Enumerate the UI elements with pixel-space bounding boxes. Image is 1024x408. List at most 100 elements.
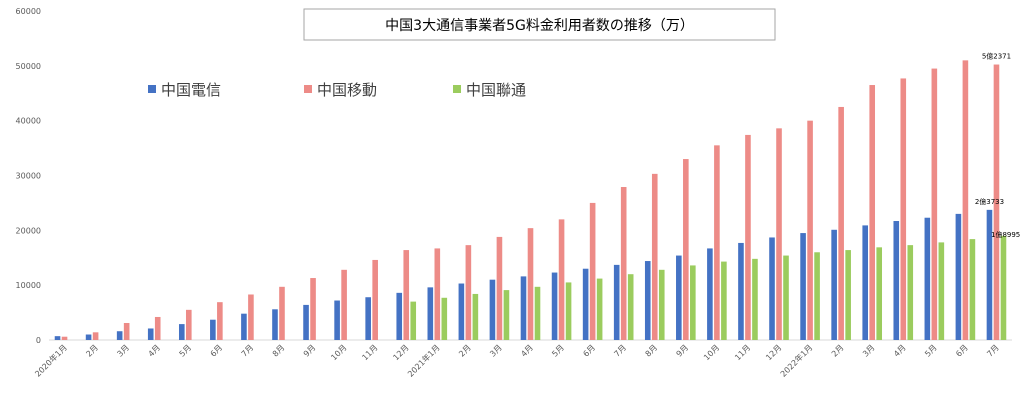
bar <box>900 78 907 340</box>
legend-label: 中国聯通 <box>466 81 526 99</box>
legend-swatch <box>453 85 461 93</box>
bar <box>620 187 627 340</box>
bar <box>310 278 316 340</box>
bar <box>248 294 254 340</box>
y-tick-label: 40000 <box>16 117 41 126</box>
bar <box>690 265 696 340</box>
bar <box>658 269 665 340</box>
x-tick-label: 2022年1月 <box>778 342 814 378</box>
bar <box>769 237 775 340</box>
bar <box>403 250 410 340</box>
bar <box>534 286 541 340</box>
legend-item: 中国電信 <box>148 81 221 99</box>
x-tick-label: 5月 <box>550 343 566 359</box>
bar <box>838 106 844 340</box>
bar <box>683 159 689 340</box>
bar <box>147 328 154 340</box>
legend-swatch <box>148 85 156 93</box>
bar <box>279 286 285 340</box>
data-label: 1億8995 <box>991 230 1020 239</box>
bar <box>993 64 1000 340</box>
bar <box>551 272 558 340</box>
legend-item: 中国移動 <box>304 81 377 99</box>
bar <box>596 278 603 340</box>
y-tick-label: 20000 <box>16 226 41 235</box>
bar <box>776 128 782 340</box>
x-tick-label: 3月 <box>488 343 504 359</box>
bar <box>676 255 682 340</box>
bar <box>341 269 347 340</box>
x-tick-label: 9月 <box>302 343 318 359</box>
bar <box>714 145 720 340</box>
x-tick-label: 10月 <box>329 343 348 362</box>
y-tick-label: 60000 <box>16 7 41 16</box>
bar <box>61 336 68 340</box>
x-tick-label: 3月 <box>861 343 877 359</box>
y-tick-label: 30000 <box>16 172 41 181</box>
bar <box>434 248 441 340</box>
chart-title: 中国3大通信事業者5G料金利用者数の推移（万） <box>385 18 694 34</box>
x-tick-label: 11月 <box>733 343 752 362</box>
bar <box>745 134 751 340</box>
x-tick-label: 10月 <box>702 343 721 362</box>
x-tick-label: 2020年1月 <box>33 342 69 378</box>
bar <box>503 290 510 340</box>
x-tick-label: 2月 <box>84 343 100 359</box>
bar <box>185 309 192 340</box>
bar <box>969 239 976 340</box>
bar <box>116 331 123 340</box>
bar <box>154 316 161 340</box>
x-tick-label: 4月 <box>147 343 163 359</box>
bar <box>589 202 596 340</box>
y-tick-label: 50000 <box>16 62 41 71</box>
bar <box>365 297 371 340</box>
x-tick-label: 8月 <box>644 343 660 359</box>
bar <box>410 301 417 340</box>
legend: 中国電信 中国移動 中国聯通 <box>148 81 526 99</box>
bar <box>372 259 378 340</box>
bar <box>869 85 876 341</box>
bar <box>54 336 61 340</box>
bar <box>962 60 969 340</box>
x-tick-label: 12月 <box>391 343 410 362</box>
bar <box>210 319 216 340</box>
data-labels: 5億2371 2億3733 1億8995 <box>975 52 1020 239</box>
x-tick-label: 7月 <box>612 343 628 359</box>
x-tick-label: 2月 <box>830 343 846 359</box>
bar <box>845 250 851 340</box>
bar <box>931 68 938 340</box>
bar <box>458 283 465 340</box>
x-tick-label: 6月 <box>581 343 597 359</box>
bar <box>582 268 589 340</box>
x-tick-label: 7月 <box>240 343 256 359</box>
bar <box>876 247 883 340</box>
bar <box>783 255 789 340</box>
legend-item: 中国聯通 <box>453 81 526 99</box>
x-tick-label: 4月 <box>519 343 535 359</box>
x-tick-label: 6月 <box>209 343 225 359</box>
bar <box>565 282 572 340</box>
bar <box>721 261 727 340</box>
x-tick-label: 5月 <box>178 343 194 359</box>
bar <box>272 309 278 340</box>
legend-label: 中国電信 <box>161 81 221 99</box>
bar <box>924 217 931 340</box>
bar <box>651 173 658 340</box>
bar <box>441 297 448 340</box>
x-tick-label: 7月 <box>985 343 1001 359</box>
bar <box>814 252 820 340</box>
x-tick-label: 2021年1月 <box>405 342 441 378</box>
x-tick-label: 9月 <box>675 343 691 359</box>
bar <box>738 242 744 340</box>
x-tick-label: 11月 <box>360 343 379 362</box>
bar <box>627 274 634 340</box>
bar <box>85 334 92 340</box>
bar <box>862 225 869 340</box>
bar <box>613 264 620 340</box>
legend-swatch <box>304 85 312 93</box>
bar <box>334 300 340 340</box>
bar <box>558 219 565 340</box>
bar <box>893 221 900 340</box>
x-tick-label: 3月 <box>115 343 131 359</box>
